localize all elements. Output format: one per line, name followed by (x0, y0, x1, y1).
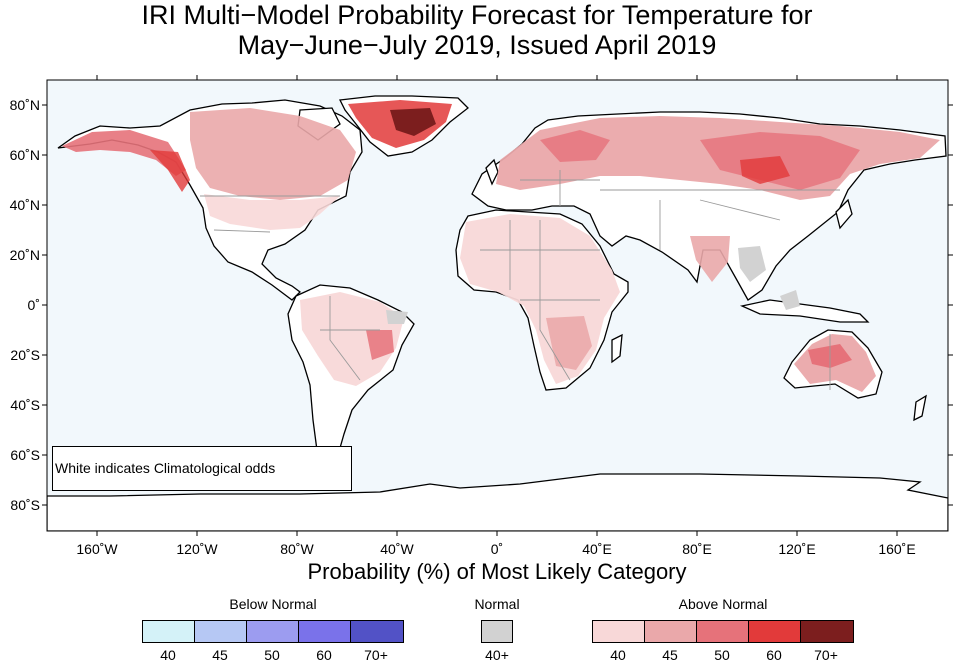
legend-above-swatch-4 (748, 620, 801, 643)
legend-above-swatch-5 (800, 620, 854, 643)
lon-label-80w: 80˚W (280, 541, 314, 557)
legend-normal-label: 40+ (485, 647, 509, 663)
lon-label-160w: 160˚W (76, 541, 118, 557)
legend-below-swatch-5 (350, 620, 404, 643)
lon-label-160e: 160˚E (878, 541, 916, 557)
lat-label-0: 0˚ (27, 297, 40, 313)
lon-label-40w: 40˚W (380, 541, 414, 557)
patch-normal-se-asia (738, 246, 766, 282)
lat-label-40s: 40˚S (10, 397, 40, 413)
patch-brazil (366, 330, 394, 360)
patch-normal-amazon (386, 310, 408, 324)
border-usa-mexico (213, 229, 271, 233)
legend-below-swatch-1 (142, 620, 195, 643)
patch-africa-south (546, 316, 592, 370)
legend-above-label-3: 50 (714, 647, 730, 663)
axis-ticks (42, 75, 953, 536)
patch-india (690, 236, 730, 282)
legend-above-label-4: 60 (766, 647, 782, 663)
legend-below-swatch-4 (298, 620, 351, 643)
lat-label-20n: 20˚N (9, 247, 40, 263)
legend-below-swatch-2 (194, 620, 247, 643)
legend-below-label-5: 70+ (364, 647, 388, 663)
legend-normal-swatch (481, 620, 513, 643)
lat-label-80s: 80˚S (10, 497, 40, 513)
legend-below-normal-title: Below Normal (229, 596, 317, 612)
legend-above-swatch-1 (592, 620, 645, 643)
legend-above-swatch-3 (696, 620, 749, 643)
lat-label-40n: 40˚N (9, 197, 40, 213)
patch-scandinavia (540, 130, 610, 162)
patch-canada-west (150, 150, 190, 192)
landmass-japan (835, 198, 853, 230)
map-title-line-1: IRI Multi−Model Probability Forecast for… (141, 0, 813, 30)
patch-canada (190, 108, 356, 200)
lon-label-80e: 80˚E (682, 541, 712, 557)
patch-greenland-core (390, 108, 436, 136)
patch-south-america (300, 292, 404, 386)
lon-label-40e: 40˚E (582, 541, 612, 557)
lon-label-0: 0˚ (490, 541, 504, 557)
border-africa-3 (539, 220, 571, 381)
border-asia-3 (699, 199, 781, 221)
map-title-line-2: May−June−July 2019, Issued April 2019 (237, 30, 717, 60)
legend-normal-title: Normal (474, 596, 520, 612)
legend-below-label-1: 40 (160, 647, 176, 663)
legend-below-label-3: 50 (264, 647, 280, 663)
patch-alaska (62, 130, 186, 176)
legend-below-swatch-3 (246, 620, 299, 643)
landmass-new-zealand (913, 394, 927, 422)
legend-above-label-2: 45 (662, 647, 678, 663)
landmass-madagascar (611, 333, 623, 364)
lat-label-60s: 60˚S (10, 447, 40, 463)
lon-label-120w: 120˚W (176, 541, 218, 557)
legend-above-label-1: 40 (610, 647, 626, 663)
country-borders (200, 170, 840, 390)
patch-usa (204, 194, 340, 230)
x-axis-label: Probability (%) of Most Likely Category (307, 559, 687, 584)
legend-below-label-2: 45 (212, 647, 228, 663)
legend-above-label-5: 70+ (814, 647, 838, 663)
lon-label-120e: 120˚E (778, 541, 816, 557)
probability-patches (62, 100, 940, 392)
patch-siberia-core (740, 156, 790, 184)
lat-label-80n: 80˚N (9, 97, 40, 113)
legend-below-label-4: 60 (316, 647, 332, 663)
legend-above-normal-title: Above Normal (678, 596, 768, 612)
climatological-odds-note: White indicates Climatological odds (52, 446, 352, 491)
patch-normal-borneo (780, 290, 800, 310)
border-south-america-1 (329, 296, 361, 381)
lat-label-60n: 60˚N (9, 147, 40, 163)
lat-label-20s: 20˚S (10, 347, 40, 363)
legend-above-swatch-2 (644, 620, 697, 643)
landmass-antarctica (47, 473, 948, 531)
